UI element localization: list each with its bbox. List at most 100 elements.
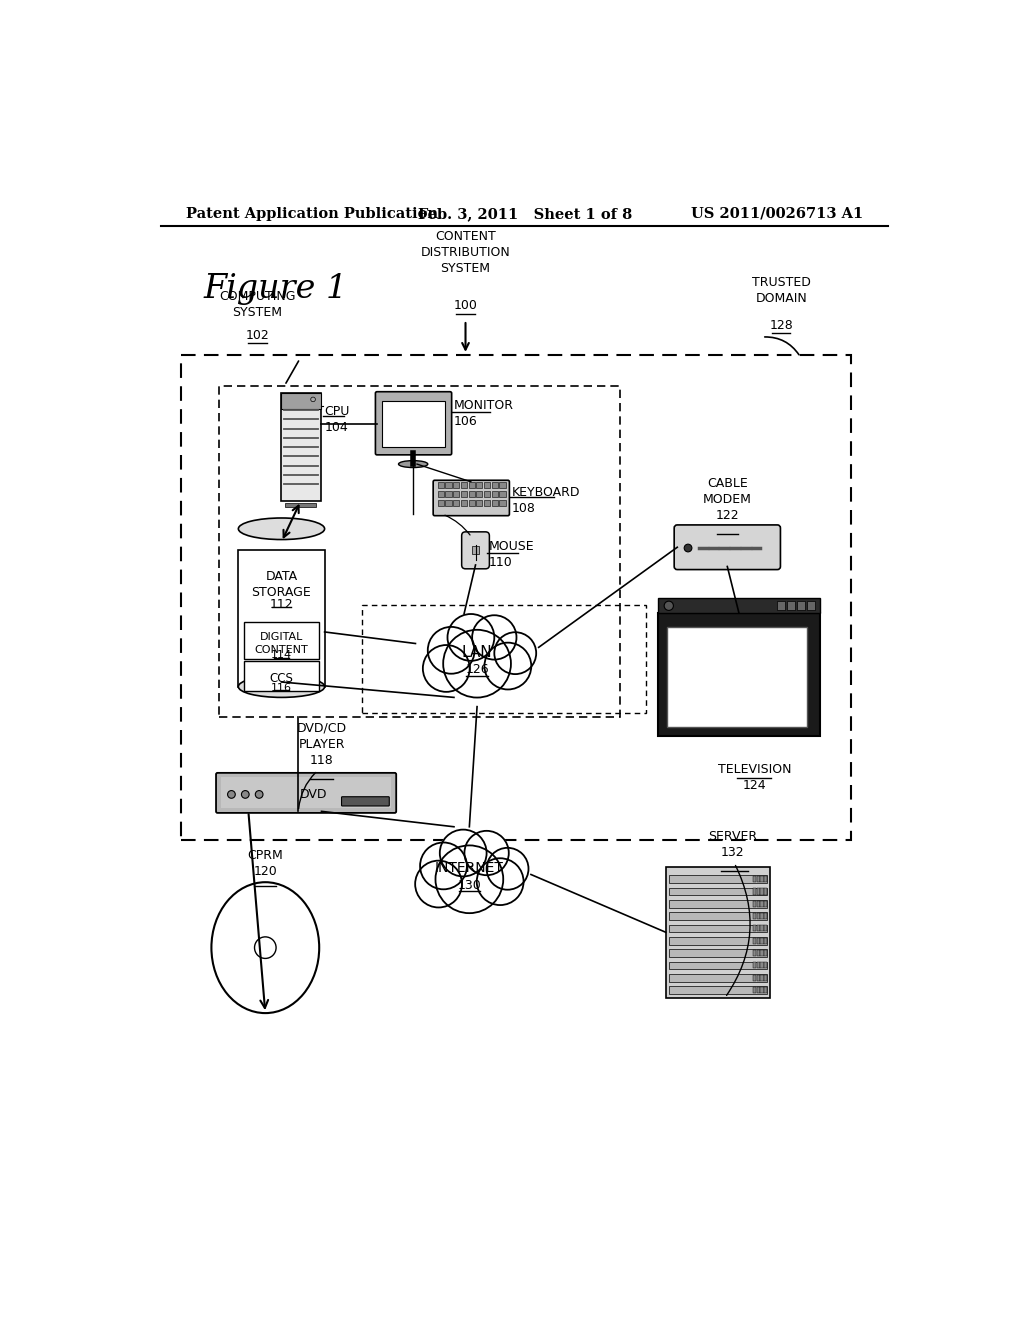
Text: 126: 126	[465, 663, 488, 676]
Bar	[757, 974, 760, 981]
Bar	[753, 900, 756, 907]
Text: CPRM
120: CPRM 120	[248, 849, 284, 878]
Bar	[764, 950, 767, 956]
Bar	[757, 937, 760, 944]
Ellipse shape	[239, 517, 325, 540]
Bar	[492, 482, 498, 488]
Circle shape	[472, 615, 516, 660]
Circle shape	[486, 847, 528, 890]
Text: Feb. 3, 2011   Sheet 1 of 8: Feb. 3, 2011 Sheet 1 of 8	[418, 207, 632, 220]
Bar	[764, 900, 767, 907]
Bar	[454, 500, 460, 507]
Bar	[500, 482, 506, 488]
Text: 116: 116	[271, 684, 292, 693]
Bar	[757, 900, 760, 907]
Bar	[669, 961, 767, 969]
Bar	[666, 867, 770, 998]
Text: 114: 114	[271, 649, 292, 660]
Bar	[807, 601, 815, 610]
Bar	[500, 500, 506, 507]
Bar	[757, 950, 760, 956]
Bar	[438, 500, 444, 507]
Bar	[492, 500, 498, 507]
Bar	[764, 962, 767, 969]
Text: TELEVISION
124: TELEVISION 124	[718, 763, 791, 792]
Text: DIGITAL
CONTENT: DIGITAL CONTENT	[255, 632, 308, 655]
Circle shape	[447, 614, 495, 661]
Bar	[757, 962, 760, 969]
Text: LAN: LAN	[462, 645, 493, 660]
Text: SERVER
132: SERVER 132	[709, 830, 758, 859]
Bar	[281, 393, 321, 502]
Bar	[658, 612, 819, 737]
Bar	[753, 913, 756, 919]
Bar	[669, 937, 767, 945]
Circle shape	[227, 791, 236, 799]
Bar	[221, 777, 391, 808]
Circle shape	[484, 643, 531, 689]
Bar	[445, 482, 452, 488]
Bar	[757, 888, 760, 895]
Circle shape	[415, 861, 462, 907]
Circle shape	[435, 845, 503, 913]
Bar	[500, 491, 506, 498]
Text: CPU
104: CPU 104	[325, 405, 350, 434]
Bar	[753, 962, 756, 969]
Circle shape	[428, 627, 474, 673]
FancyBboxPatch shape	[674, 525, 780, 570]
Bar	[454, 482, 460, 488]
Bar	[777, 601, 785, 610]
Ellipse shape	[398, 461, 428, 467]
Bar	[669, 924, 767, 932]
Bar	[454, 491, 460, 498]
Bar	[753, 937, 756, 944]
Circle shape	[310, 397, 315, 401]
Text: KEYBOARD
108: KEYBOARD 108	[512, 486, 581, 515]
Bar	[669, 912, 767, 920]
FancyBboxPatch shape	[433, 480, 509, 516]
Text: 128: 128	[769, 318, 793, 331]
FancyBboxPatch shape	[342, 797, 389, 807]
Bar	[669, 974, 767, 982]
Text: Figure 1: Figure 1	[204, 273, 348, 305]
Bar	[669, 949, 767, 957]
Text: TRUSTED
DOMAIN: TRUSTED DOMAIN	[752, 276, 811, 305]
Bar	[761, 974, 764, 981]
Bar	[438, 482, 444, 488]
Text: MONITOR
106: MONITOR 106	[454, 400, 514, 429]
Text: 100: 100	[454, 300, 477, 313]
Text: DVD/CD
PLAYER
118: DVD/CD PLAYER 118	[297, 722, 346, 767]
Text: CCS: CCS	[269, 672, 294, 685]
Circle shape	[423, 645, 470, 692]
Circle shape	[439, 829, 486, 876]
Text: Patent Application Publication: Patent Application Publication	[186, 207, 438, 220]
Circle shape	[477, 858, 523, 906]
Text: 102: 102	[246, 329, 269, 342]
Bar	[753, 876, 756, 882]
Bar	[361, 605, 646, 713]
Bar	[239, 550, 325, 686]
Bar	[753, 974, 756, 981]
FancyBboxPatch shape	[376, 392, 452, 455]
Text: INTERNET: INTERNET	[435, 862, 504, 875]
Ellipse shape	[211, 882, 319, 1014]
Text: US 2011/0026713 A1: US 2011/0026713 A1	[691, 207, 863, 220]
FancyBboxPatch shape	[462, 532, 489, 569]
Bar	[281, 393, 321, 409]
Bar	[469, 482, 475, 488]
Bar	[757, 987, 760, 993]
Text: DATA
STORAGE: DATA STORAGE	[252, 570, 311, 599]
Text: COMPUTING
SYSTEM: COMPUTING SYSTEM	[219, 289, 296, 318]
Bar	[761, 888, 764, 895]
Bar	[761, 900, 764, 907]
Bar	[761, 962, 764, 969]
Bar	[761, 876, 764, 882]
Bar	[484, 491, 490, 498]
Bar	[658, 598, 819, 614]
Bar	[753, 925, 756, 932]
Text: DVD: DVD	[300, 788, 328, 801]
Bar	[461, 500, 467, 507]
Circle shape	[665, 601, 674, 610]
Text: MOUSE
110: MOUSE 110	[488, 540, 535, 569]
Bar	[764, 913, 767, 919]
